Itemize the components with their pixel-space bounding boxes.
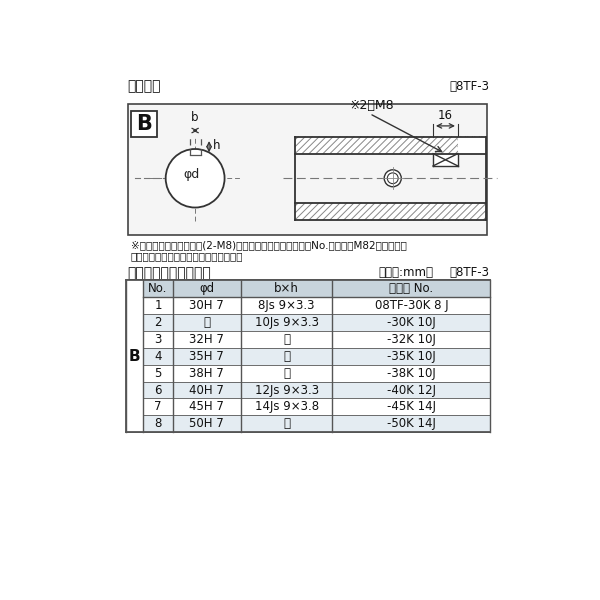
Text: 〃: 〃 xyxy=(203,316,210,329)
Text: （セットボルトは付属されています。）: （セットボルトは付属されています。） xyxy=(131,251,244,262)
Text: 表8TF-3: 表8TF-3 xyxy=(449,266,490,279)
Text: 1: 1 xyxy=(154,299,161,312)
Text: h: h xyxy=(213,139,220,152)
Text: No.: No. xyxy=(148,282,167,295)
Text: 12Js 9×3.3: 12Js 9×3.3 xyxy=(254,383,319,397)
Text: 16: 16 xyxy=(438,109,453,122)
Text: （単位:mm）: （単位:mm） xyxy=(378,266,433,279)
Text: φd: φd xyxy=(183,168,199,181)
Circle shape xyxy=(388,173,398,184)
Text: ※セットボルト用タップ(2-M8)が必要な場合は右記コードNo.の末尾にM82を付ける。: ※セットボルト用タップ(2-M8)が必要な場合は右記コードNo.の末尾にM82を… xyxy=(131,240,407,250)
Text: -30K 10J: -30K 10J xyxy=(387,316,436,329)
Text: ※2－M8: ※2－M8 xyxy=(350,99,395,112)
Bar xyxy=(143,365,490,382)
Text: 軸穴形状: 軸穴形状 xyxy=(128,80,161,94)
Text: -35K 10J: -35K 10J xyxy=(387,350,436,362)
Text: 軸穴形状コードー覧表: 軸穴形状コードー覧表 xyxy=(128,266,211,280)
Bar xyxy=(458,137,486,154)
Text: 7: 7 xyxy=(154,400,161,413)
Bar xyxy=(143,331,490,347)
Text: 40H 7: 40H 7 xyxy=(190,383,224,397)
Text: 38H 7: 38H 7 xyxy=(190,367,224,380)
Bar xyxy=(433,154,458,166)
Text: b×h: b×h xyxy=(274,282,299,295)
Text: 2: 2 xyxy=(154,316,161,329)
Bar xyxy=(143,398,490,415)
Text: 30H 7: 30H 7 xyxy=(190,299,224,312)
Text: -40K 12J: -40K 12J xyxy=(387,383,436,397)
Text: 5: 5 xyxy=(154,367,161,380)
Text: 45H 7: 45H 7 xyxy=(190,400,224,413)
Text: -32K 10J: -32K 10J xyxy=(387,332,436,346)
Text: 10Js 9×3.3: 10Js 9×3.3 xyxy=(254,316,319,329)
Bar xyxy=(295,137,486,154)
Text: コード No.: コード No. xyxy=(389,282,433,295)
Text: b: b xyxy=(191,110,199,124)
Circle shape xyxy=(166,149,224,208)
Text: B: B xyxy=(129,349,140,364)
Text: B: B xyxy=(136,113,152,134)
Text: 35H 7: 35H 7 xyxy=(190,350,224,362)
Text: 14Js 9×3.8: 14Js 9×3.8 xyxy=(254,400,319,413)
Text: 〃: 〃 xyxy=(283,350,290,362)
Bar xyxy=(126,280,143,433)
Bar xyxy=(128,104,487,235)
Bar xyxy=(131,110,157,137)
Text: 3: 3 xyxy=(154,332,161,346)
Bar xyxy=(295,203,486,220)
Text: 図8TF-3: 図8TF-3 xyxy=(449,80,490,92)
Text: 8: 8 xyxy=(154,418,161,430)
Bar xyxy=(126,280,490,433)
Bar xyxy=(143,415,490,433)
Text: -50K 14J: -50K 14J xyxy=(387,418,436,430)
Bar xyxy=(143,382,490,398)
Bar xyxy=(143,314,490,331)
Text: -45K 14J: -45K 14J xyxy=(387,400,436,413)
Text: -38K 10J: -38K 10J xyxy=(387,367,436,380)
Bar xyxy=(143,297,490,314)
Text: 〃: 〃 xyxy=(283,332,290,346)
Text: 〃: 〃 xyxy=(283,418,290,430)
Text: 〃: 〃 xyxy=(283,367,290,380)
Text: 32H 7: 32H 7 xyxy=(190,332,224,346)
Text: 08TF-30K 8 J: 08TF-30K 8 J xyxy=(374,299,448,312)
Text: 4: 4 xyxy=(154,350,161,362)
Bar xyxy=(143,280,490,297)
Text: φd: φd xyxy=(199,282,214,295)
Text: 50H 7: 50H 7 xyxy=(190,418,224,430)
Bar xyxy=(143,347,490,365)
Text: 6: 6 xyxy=(154,383,161,397)
Text: 8Js 9×3.3: 8Js 9×3.3 xyxy=(259,299,315,312)
Circle shape xyxy=(384,170,401,187)
